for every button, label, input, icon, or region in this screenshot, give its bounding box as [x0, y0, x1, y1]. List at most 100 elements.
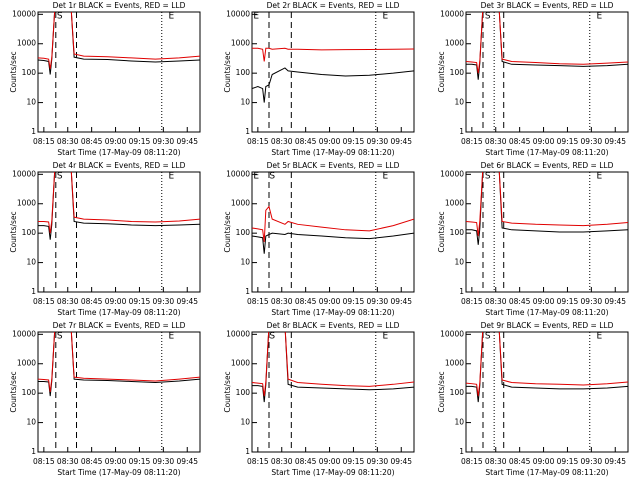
data-line: [38, 332, 200, 393]
y-tick-label: 100: [22, 228, 37, 237]
y-tick-label: 1000: [17, 359, 36, 368]
x-axis-label: Start Time (17-May-09 08:11:20): [485, 468, 608, 477]
x-tick-label: 09:15: [557, 137, 579, 146]
data-line: [38, 12, 200, 75]
annotation: S: [57, 12, 63, 22]
chart-title: Det 1r BLACK = Events, RED = LLD: [53, 1, 186, 10]
chart-title: Det 3r BLACK = Events, RED = LLD: [481, 1, 614, 10]
y-tick-label: 10: [454, 98, 464, 107]
x-tick-label: 09:15: [557, 457, 579, 466]
x-tick-label: 08:30: [57, 137, 79, 146]
x-tick-label: 09:45: [176, 297, 198, 306]
x-tick-label: 09:30: [153, 297, 175, 306]
x-tick-label: 09:15: [557, 297, 579, 306]
panel: Det 2r BLACK = Events, RED = LLD Counts/s…: [223, 1, 415, 157]
annotation: E: [253, 172, 259, 182]
data-line: [38, 12, 200, 69]
panel: Det 5r BLACK = Events, RED = LLD Counts/s…: [223, 161, 415, 317]
annotation: E: [168, 172, 174, 182]
x-tick-label: 09:15: [343, 457, 365, 466]
data-line: [466, 12, 628, 74]
annotation: E: [596, 172, 602, 182]
data-line: [38, 172, 200, 240]
x-tick-label: 08:15: [247, 297, 269, 306]
x-tick-label: 09:45: [604, 297, 626, 306]
data-line: [252, 67, 414, 103]
panel: Det 8r BLACK = Events, RED = LLD Counts/s…: [223, 321, 415, 477]
x-tick-label: 08:45: [509, 297, 531, 306]
data-line: [252, 47, 414, 62]
annotation: E: [382, 172, 388, 182]
x-tick-label: 09:30: [367, 137, 389, 146]
x-tick-label: 09:45: [176, 137, 198, 146]
x-tick-label: 09:30: [367, 297, 389, 306]
x-tick-label: 09:30: [581, 137, 603, 146]
plot-frame: [251, 11, 415, 133]
y-tick-label: 1: [245, 127, 250, 136]
plot-frame: [251, 171, 415, 293]
y-tick-label: 1000: [231, 39, 250, 48]
x-tick-label: 08:45: [295, 297, 317, 306]
annotation: S: [57, 172, 63, 182]
x-tick-label: 08:45: [295, 137, 317, 146]
y-tick-label: 1000: [445, 359, 464, 368]
x-tick-label: 09:00: [105, 137, 127, 146]
x-tick-label: 09:00: [533, 297, 555, 306]
x-tick-label: 08:15: [461, 297, 483, 306]
y-tick-label: 10000: [440, 329, 464, 338]
data-line: [466, 12, 628, 80]
annotation: S: [485, 332, 491, 342]
x-axis-label: Start Time (17-May-09 08:11:20): [57, 468, 180, 477]
x-tick-label: 09:00: [319, 137, 341, 146]
data-line: [466, 332, 628, 403]
y-tick-label: 1: [31, 287, 36, 296]
y-tick-label: 10000: [440, 9, 464, 18]
x-tick-label: 09:15: [129, 457, 151, 466]
x-tick-label: 08:30: [271, 457, 293, 466]
y-tick-label: 100: [22, 388, 37, 397]
y-tick-label: 10: [26, 258, 36, 267]
annotation: S: [485, 12, 491, 22]
y-tick-label: 10: [454, 418, 464, 427]
y-tick-label: 10000: [12, 169, 36, 178]
y-tick-label: 1000: [445, 39, 464, 48]
chart-title: Det 5r BLACK = Events, RED = LLD: [267, 161, 400, 170]
plot-frame: [37, 11, 201, 133]
annotation: E: [596, 12, 602, 22]
x-tick-label: 09:00: [105, 457, 127, 466]
x-axis-label: Start Time (17-May-09 08:11:20): [271, 308, 394, 317]
x-tick-label: 09:45: [390, 297, 412, 306]
y-tick-label: 100: [236, 228, 251, 237]
panel: Det 7r BLACK = Events, RED = LLD Counts/s…: [9, 321, 201, 477]
y-tick-label: 100: [450, 388, 465, 397]
chart-title: Det 2r BLACK = Events, RED = LLD: [267, 1, 400, 10]
y-tick-label: 100: [236, 388, 251, 397]
y-tick-label: 100: [450, 228, 465, 237]
y-tick-label: 10: [26, 418, 36, 427]
x-tick-label: 08:45: [81, 457, 103, 466]
x-tick-label: 09:00: [533, 457, 555, 466]
y-tick-label: 100: [236, 68, 251, 77]
x-tick-label: 09:15: [343, 297, 365, 306]
x-tick-label: 09:00: [105, 297, 127, 306]
x-tick-label: 09:00: [319, 297, 341, 306]
y-tick-label: 1000: [17, 199, 36, 208]
x-tick-label: 09:45: [390, 457, 412, 466]
x-tick-label: 08:15: [33, 297, 55, 306]
y-tick-label: 1000: [231, 359, 250, 368]
data-line: [252, 332, 414, 403]
x-axis-label: Start Time (17-May-09 08:11:20): [485, 308, 608, 317]
chart-title: Det 9r BLACK = Events, RED = LLD: [481, 321, 614, 330]
x-tick-label: 08:30: [271, 137, 293, 146]
y-tick-label: 10000: [12, 329, 36, 338]
annotation: S: [269, 332, 275, 342]
data-line: [252, 205, 414, 243]
x-tick-label: 08:15: [247, 457, 269, 466]
x-tick-label: 08:15: [461, 137, 483, 146]
y-tick-label: 1000: [17, 39, 36, 48]
y-tick-label: 10000: [440, 169, 464, 178]
panel: Det 3r BLACK = Events, RED = LLD Counts/s…: [437, 1, 629, 157]
plot-frame: [37, 331, 201, 453]
x-axis-label: Start Time (17-May-09 08:11:20): [271, 468, 394, 477]
data-line: [466, 332, 628, 397]
